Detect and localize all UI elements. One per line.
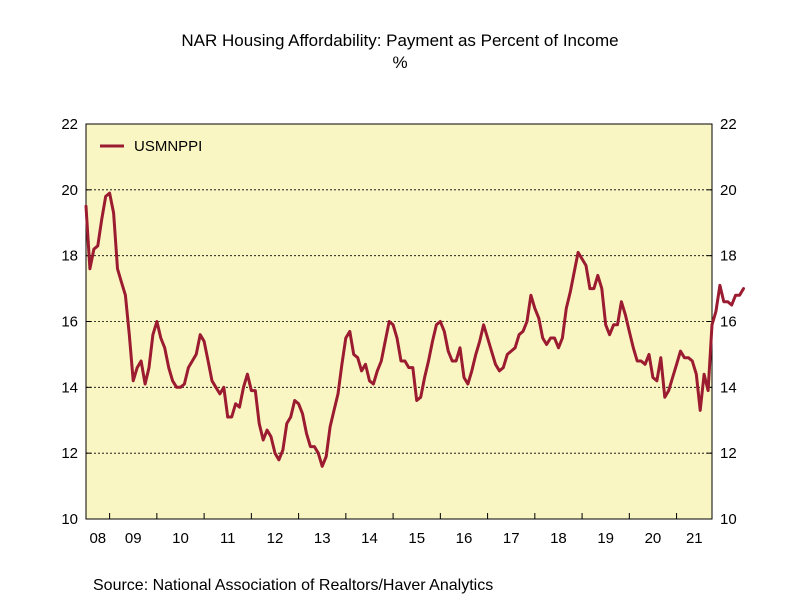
y-tick-label-left: 22	[61, 116, 78, 133]
x-tick-label: 21	[686, 530, 703, 547]
y-tick-label-left: 20	[61, 182, 78, 199]
y-tick-label-left: 16	[61, 314, 78, 331]
x-tick-label: 15	[408, 530, 425, 547]
y-axis: 10 10 12 12 14 14 16 16 18 18 20 20 22 22	[61, 116, 736, 528]
x-tick-label: 20	[645, 530, 662, 547]
x-tick-label: 12	[267, 530, 284, 547]
y-tick-label-right: 12	[720, 445, 737, 462]
y-tick-label-right: 20	[720, 182, 737, 199]
x-tick-label: 14	[361, 530, 378, 547]
y-tick-label-right: 14	[720, 379, 737, 396]
y-tick-label-left: 18	[61, 248, 78, 265]
x-tick-label: 08	[89, 530, 106, 547]
legend: USMNPPI	[100, 138, 202, 155]
x-tick-label: 17	[503, 530, 520, 547]
series-line-usmnppi	[84, 191, 745, 468]
gridlines	[86, 189, 712, 454]
y-tick-label-right: 22	[720, 116, 737, 133]
source-note: Source: National Association of Realtors…	[93, 577, 494, 594]
y-tick-label-right: 16	[720, 314, 737, 331]
x-tick-label: 13	[314, 530, 331, 547]
y-tick-label-left: 14	[61, 379, 78, 396]
chart-title: NAR Housing Affordability: Payment as Pe…	[181, 31, 619, 50]
x-tick-label: 11	[220, 530, 236, 547]
x-tick-label: 09	[125, 530, 142, 547]
x-tick-label: 18	[550, 530, 567, 547]
x-axis: 08 09 10 11 12 13 14 15 16 17 18 19 20 21	[89, 513, 703, 547]
x-tick-label: 10	[172, 530, 189, 547]
x-tick-label: 19	[597, 530, 614, 547]
y-tick-label-right: 18	[720, 248, 737, 265]
y-tick-label-right: 10	[720, 511, 737, 528]
y-tick-label-left: 12	[61, 445, 78, 462]
x-tick-label: 16	[456, 530, 473, 547]
y-tick-label-left: 10	[61, 511, 78, 528]
chart-subtitle: %	[392, 53, 408, 72]
legend-label: USMNPPI	[134, 138, 202, 155]
